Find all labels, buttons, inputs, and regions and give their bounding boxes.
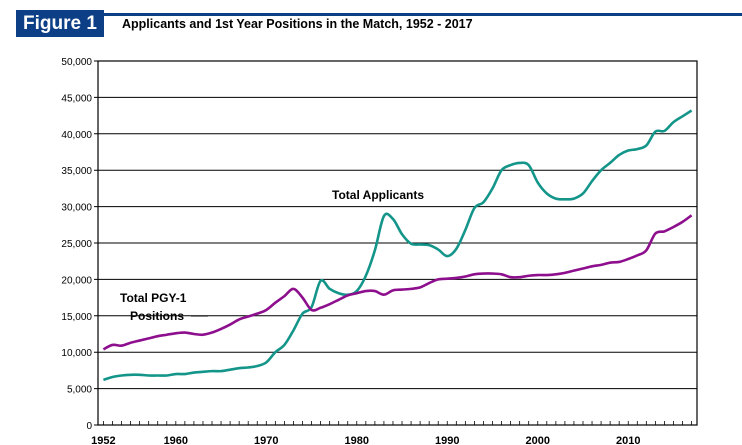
y-tick-label: 15,000	[61, 312, 92, 323]
y-tick-label: 30,000	[61, 203, 92, 214]
x-tick-label: 2000	[526, 435, 550, 445]
series-applicants-line	[103, 109, 693, 382]
figure-label: Figure 1	[16, 10, 104, 37]
y-tick-label: 40,000	[61, 130, 92, 141]
annotation-applicants: Total Applicants	[332, 188, 424, 202]
x-tick-label: 1952	[91, 435, 115, 445]
x-tick-label: 1960	[164, 435, 188, 445]
header-rule	[104, 13, 742, 16]
series-positions-line	[102, 214, 693, 351]
y-tick-label: 10,000	[61, 348, 92, 359]
chart-title: Applicants and 1st Year Positions in the…	[122, 17, 473, 31]
x-tick-label: 1990	[435, 435, 459, 445]
annotation-positions-1: Total PGY-1	[120, 291, 187, 305]
y-tick-label: 45,000	[61, 93, 92, 104]
y-tick-label: 0	[86, 421, 92, 432]
x-tick-label: 2010	[616, 435, 640, 445]
y-tick-label: 25,000	[61, 239, 92, 250]
x-tick-label: 1970	[254, 435, 278, 445]
y-tick-label: 50,000	[61, 57, 92, 68]
y-tick-label: 20,000	[61, 275, 92, 286]
y-tick-label: 35,000	[61, 166, 92, 177]
annotation-positions-2: Positions	[130, 309, 184, 323]
x-tick-label: 1980	[345, 435, 369, 445]
y-tick-label: 5,000	[67, 385, 92, 396]
